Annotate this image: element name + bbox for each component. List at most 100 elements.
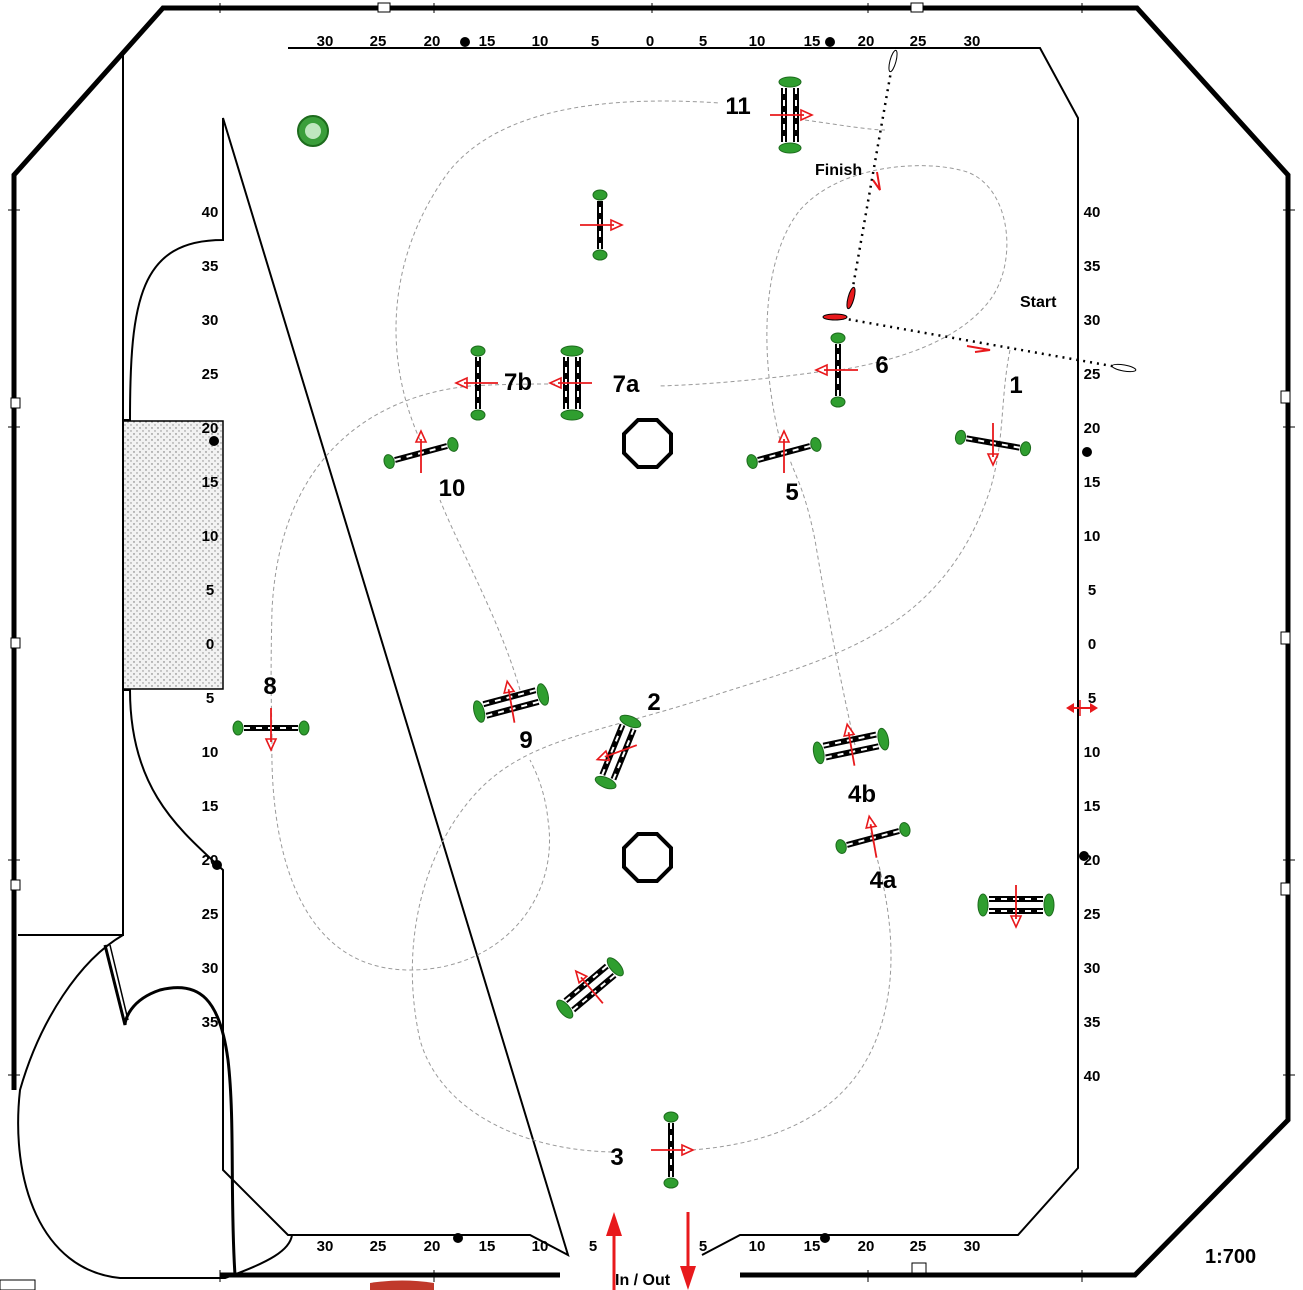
ruler-bottom-label: 10 (532, 1238, 549, 1255)
jump-7a (548, 345, 592, 421)
ruler-bottom: 30 25 20 15 10 5 5 10 15 20 25 30 (317, 1238, 981, 1255)
ruler-left-label: 5 (206, 690, 214, 707)
scale-label: 1:700 (1205, 1246, 1256, 1268)
ruler-left-label: 5 (206, 582, 214, 599)
ruler-top-label: 0 (646, 33, 654, 50)
jump-11 (770, 76, 814, 154)
ruler-left: 40 35 30 25 20 15 10 5 0 5 10 15 20 25 30 35 (202, 204, 219, 1031)
ruler-top-label: 15 (479, 33, 496, 50)
start-line (822, 313, 1137, 373)
jump-unnumbered-bottom (556, 957, 624, 1019)
jump-number-7a: 7a (613, 371, 640, 398)
jump-3 (651, 1111, 695, 1189)
jump-4a (835, 814, 911, 858)
ruler-left-label: 20 (202, 420, 219, 437)
ruler-bottom-label: 15 (479, 1238, 496, 1255)
ruler-top-label: 15 (804, 33, 821, 50)
ruler-right-label: 30 (1084, 960, 1101, 977)
corner-box (0, 1279, 36, 1290)
jump-number-2: 2 (647, 689, 660, 716)
side-building (17, 55, 293, 1279)
ruler-left-label: 15 (202, 798, 219, 815)
ruler-right-label: 25 (1084, 906, 1101, 923)
ruler-left-label: 35 (202, 1014, 219, 1031)
ruler-left-label: 35 (202, 258, 219, 275)
ruler-right-label: 40 (1084, 1068, 1101, 1085)
ruler-left-label: 10 (202, 528, 219, 545)
plant-center (305, 123, 321, 139)
side-arrow (1066, 700, 1098, 716)
ruler-right-label: 35 (1084, 258, 1101, 275)
jump-number-1: 1 (1009, 372, 1022, 399)
jump-unnumbered-top (580, 189, 624, 261)
jump-1 (954, 423, 1032, 467)
octagon-obstacle (622, 832, 673, 883)
ruler-top-label: 30 (964, 33, 981, 50)
ruler-bottom-label: 25 (370, 1238, 387, 1255)
in-out-label: In / Out (615, 1272, 671, 1289)
ruler-top-label: 5 (591, 33, 599, 50)
jump-number-3: 3 (610, 1144, 623, 1171)
gate-line (109, 944, 129, 1021)
jump-number-6: 6 (875, 352, 888, 379)
finish-line (846, 49, 898, 310)
ruler-right-label: 0 (1088, 636, 1096, 653)
entrance-arrows (606, 1212, 696, 1290)
jump-number-4b: 4b (848, 781, 876, 808)
ruler-right-label: 15 (1084, 474, 1101, 491)
ruler-right-label: 10 (1084, 744, 1101, 761)
ruler-bottom-label: 15 (804, 1238, 821, 1255)
jump-10 (383, 429, 459, 473)
ruler-left-label: 10 (202, 744, 219, 761)
outer-wall (11, 5, 1291, 1278)
ruler-top-label: 10 (532, 33, 549, 50)
jumps-layer (232, 76, 1055, 1189)
jump-7b (454, 345, 498, 421)
ruler-top-label: 20 (858, 33, 875, 50)
ruler-left-label: 0 (206, 636, 214, 653)
ruler-left-label: 40 (202, 204, 219, 221)
ruler-right-label: 25 (1084, 366, 1101, 383)
ruler-left-label: 25 (202, 366, 219, 383)
ruler-right-label: 10 (1084, 528, 1101, 545)
ruler-bottom-label: 5 (589, 1238, 597, 1255)
ruler-left-label: 25 (202, 906, 219, 923)
sand-area (122, 420, 224, 690)
jump-number-5: 5 (785, 479, 798, 506)
ruler-top-label: 25 (370, 33, 387, 50)
finish-label: Finish (815, 162, 862, 179)
ruler-right-label: 20 (1084, 852, 1101, 869)
jump-number-10: 10 (439, 475, 466, 502)
ruler-left-label: 15 (202, 474, 219, 491)
start-label: Start (1020, 294, 1057, 311)
ruler-left-label: 20 (202, 852, 219, 869)
course-path (270, 100, 1011, 1153)
ruler-bottom-label: 25 (910, 1238, 927, 1255)
ruler-right: 40 35 30 25 20 15 10 5 0 5 10 15 20 25 30 35 40 (1084, 204, 1101, 1085)
ruler-right-label: 20 (1084, 420, 1101, 437)
ruler-top-label: 30 (317, 33, 334, 50)
ruler-right-label: 15 (1084, 798, 1101, 815)
jump-5 (746, 429, 822, 473)
jump-9 (473, 679, 549, 723)
wall-ticks (8, 3, 1295, 1282)
ruler-bottom-label: 30 (964, 1238, 981, 1255)
ruler-right-label: 30 (1084, 312, 1101, 329)
ruler-top: 30 25 20 15 10 5 0 5 10 15 20 25 30 (317, 33, 981, 50)
jump-6 (814, 332, 858, 408)
jump-number-8: 8 (263, 673, 276, 700)
jump-number-9: 9 (519, 727, 532, 754)
ruler-right-label: 40 (1084, 204, 1101, 221)
jump-4b (812, 722, 890, 766)
warmup-curve (103, 944, 237, 1276)
jump-number-4a: 4a (870, 867, 897, 894)
ruler-bottom-label: 30 (317, 1238, 334, 1255)
jump-numbers: 11 7b 7a 6 1 10 5 8 2 9 4b 4a 3 (263, 93, 1022, 1171)
gate-marker (370, 1280, 434, 1290)
ruler-bottom-label: 20 (424, 1238, 441, 1255)
ruler-right-label: 35 (1084, 1014, 1101, 1031)
ruler-bottom-label: 5 (699, 1238, 707, 1255)
jump-8 (232, 708, 310, 752)
jump-unnumbered-right (977, 885, 1055, 929)
